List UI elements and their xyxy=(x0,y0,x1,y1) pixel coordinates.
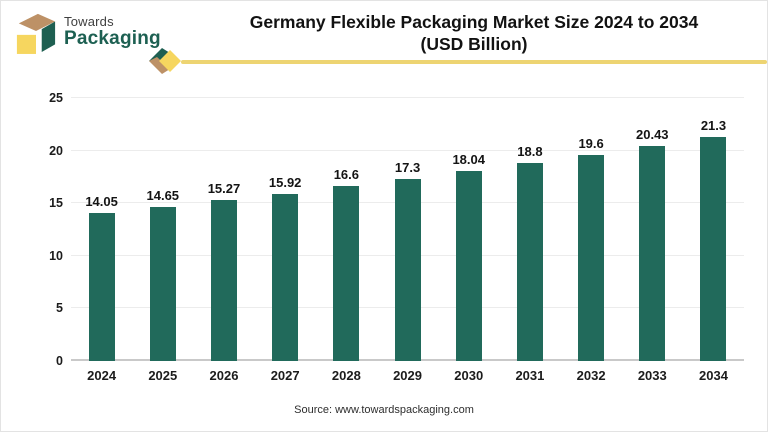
bar xyxy=(88,213,115,361)
gridline xyxy=(71,149,744,151)
bar-value-label: 14.05 xyxy=(85,194,118,210)
bar-value-label: 21.3 xyxy=(700,117,727,133)
x-axis-label: 2026 xyxy=(209,368,239,383)
bar-value-label: 18.8 xyxy=(517,144,543,160)
bar-slot: 18.04 xyxy=(438,98,499,361)
x-axis-label: 2031 xyxy=(515,368,545,383)
x-axis-label: 2029 xyxy=(393,368,422,383)
bar-value-label: 15.92 xyxy=(268,174,302,190)
bar xyxy=(639,146,666,361)
bar-value-label: 17.3 xyxy=(394,160,421,176)
bar-slot: 15.92 xyxy=(255,98,316,361)
cube-logo-icon xyxy=(16,13,56,54)
bar-slot: 16.6 xyxy=(316,98,377,361)
bar-value-label: 20.43 xyxy=(636,127,669,143)
x-axis-label: 2032 xyxy=(576,368,606,383)
bar-value-label: 14.65 xyxy=(146,187,180,203)
bar-value-label: 18.04 xyxy=(452,152,485,168)
chart-title: Germany Flexible Packaging Market Size 2… xyxy=(191,11,757,56)
y-axis-tick-label: 0 xyxy=(56,354,63,368)
bar xyxy=(333,186,360,361)
bar-slot: 20.43 xyxy=(622,98,683,361)
bar xyxy=(455,171,482,361)
y-axis: 0 5 10 15 20 25 xyxy=(25,91,63,368)
bar-slot: 17.3 xyxy=(377,98,438,361)
y-axis-tick-label: 20 xyxy=(49,143,63,158)
cube-arrow-icon xyxy=(149,48,181,74)
bar-slot: 18.8 xyxy=(499,98,560,361)
y-axis-tick-label: 10 xyxy=(49,248,63,263)
bars: 14.05 14.65 15.27 15.92 16.6 17.3 18.04 18.8 19.… xyxy=(71,98,744,361)
bar-slot: 21.3 xyxy=(683,98,744,361)
x-axis-label: 2034 xyxy=(699,368,728,383)
brand-logo: Towards Packaging xyxy=(15,10,161,54)
x-axis-label: 2028 xyxy=(331,368,361,383)
x-axis-label: 2025 xyxy=(148,368,178,383)
bar xyxy=(578,154,605,361)
x-axis: 2024 2025 2026 2027 2028 2029 2030 2031 2032 2033… xyxy=(71,368,744,383)
x-axis-label: 2030 xyxy=(454,368,484,383)
header: Towards Packaging Germany Flexible Packa… xyxy=(1,1,767,59)
y-axis-tick-label: 25 xyxy=(49,91,63,105)
bar xyxy=(272,193,299,361)
x-axis-label: 2033 xyxy=(637,368,667,383)
bar-value-label: 15.27 xyxy=(207,181,241,197)
bar-value-label: 16.6 xyxy=(333,167,359,183)
x-axis-label: 2024 xyxy=(87,368,117,383)
brand-name-bottom: Packaging xyxy=(64,27,161,49)
bar-slot: 14.05 xyxy=(71,98,132,361)
bar-slot: 15.27 xyxy=(193,98,254,361)
source-note: Source: www.towardspackaging.com xyxy=(294,404,474,416)
brand-name-top: Towards xyxy=(64,14,114,30)
gridline xyxy=(71,97,744,98)
chart-title-line2: (USD Billion) xyxy=(420,34,528,55)
bar-slot: 19.6 xyxy=(561,98,622,361)
brand-wordmark: Towards Packaging xyxy=(64,15,161,49)
bar xyxy=(394,179,421,361)
bar-slot: 14.65 xyxy=(132,98,193,361)
bar xyxy=(210,200,237,361)
bar-value-label: 19.6 xyxy=(578,135,604,151)
y-axis-tick-label: 15 xyxy=(49,196,63,211)
y-axis-tick-label: 5 xyxy=(56,301,63,316)
bar xyxy=(516,163,543,361)
accent-divider xyxy=(147,45,767,79)
accent-line xyxy=(181,60,767,64)
bar xyxy=(700,136,727,361)
plot-area: 14.05 14.65 15.27 15.92 16.6 17.3 18.04 18.8 19.… xyxy=(71,97,744,361)
x-axis-label: 2027 xyxy=(270,368,300,383)
bar xyxy=(149,206,176,361)
chart-title-line1: Germany Flexible Packaging Market Size 2… xyxy=(249,12,699,32)
